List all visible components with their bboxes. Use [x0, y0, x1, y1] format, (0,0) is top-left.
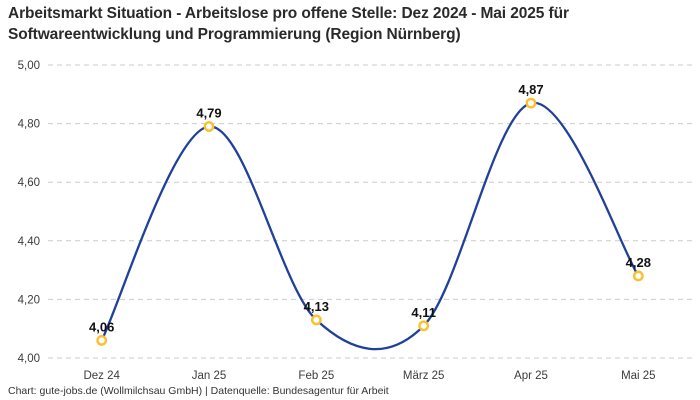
y-axis-tick-label: 4,80: [18, 119, 40, 131]
data-point-marker: [310, 314, 322, 326]
y-axis-tick-label: 4,00: [18, 353, 40, 365]
chart-title: Arbeitsmarkt Situation - Arbeitslose pro…: [8, 3, 692, 45]
data-point-marker: [525, 97, 537, 109]
chart-title-line2: Softwareentwicklung und Programmierung (…: [8, 26, 461, 43]
x-axis-tick-label: Dez 24: [83, 370, 120, 382]
y-axis-tick-label: 4,20: [18, 294, 40, 306]
data-point-marker: [203, 121, 215, 132]
data-point-label: 4,06: [89, 319, 114, 334]
data-point-marker: [418, 320, 430, 332]
y-axis-tick-label: 4,60: [18, 177, 40, 189]
x-axis-tick-label: Apr 25: [514, 370, 548, 382]
x-axis-tick-label: März 25: [403, 370, 445, 382]
data-point-label: 4,11: [411, 305, 436, 320]
data-point-label: 4,79: [196, 106, 221, 121]
y-axis-tick-label: 5,00: [18, 60, 40, 72]
data-point-marker: [632, 270, 644, 282]
x-axis-tick-label: Jan 25: [192, 370, 227, 382]
x-axis-tick-label: Feb 25: [298, 370, 334, 382]
y-axis-tick-label: 4,40: [18, 236, 40, 248]
series-line: [100, 101, 640, 351]
chart-title-line1: Arbeitsmarkt Situation - Arbeitslose pro…: [8, 5, 569, 22]
chart-attribution: Chart: gute-jobs.de (Wollmilchsau GmbH) …: [8, 385, 389, 397]
data-point-label: 4,13: [304, 299, 329, 314]
data-point-marker: [96, 335, 108, 346]
data-point-label: 4,28: [626, 255, 651, 270]
x-axis-tick-label: Mai 25: [621, 370, 656, 382]
data-point-label: 4,87: [518, 82, 543, 97]
